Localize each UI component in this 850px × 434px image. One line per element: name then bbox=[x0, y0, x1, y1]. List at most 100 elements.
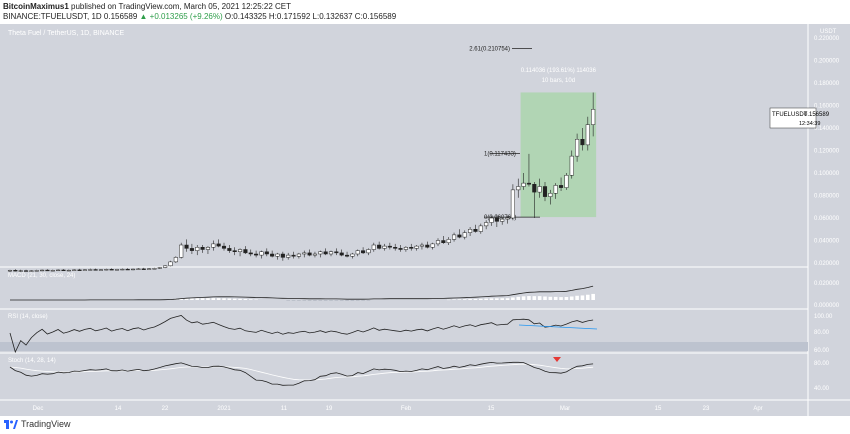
macd-histogram-bar bbox=[238, 298, 242, 300]
time-tick-label: 15 bbox=[488, 406, 495, 412]
macd-tick-1: 0.000000 bbox=[814, 303, 840, 309]
candle-body bbox=[489, 217, 494, 223]
macd-histogram-bar bbox=[350, 300, 355, 301]
time-axis[interactable]: Dec 14 22 2021 11 19 Feb 15 Mar 15 23 Apr bbox=[33, 406, 763, 412]
candle-body bbox=[537, 186, 542, 193]
candle-body bbox=[553, 185, 558, 194]
candle-body bbox=[205, 247, 210, 250]
candle-body bbox=[147, 268, 152, 270]
macd-histogram bbox=[174, 293, 595, 301]
candle-body bbox=[248, 252, 253, 255]
tradingview-logo[interactable]: TradingView bbox=[4, 419, 71, 429]
macd-histogram-bar bbox=[318, 300, 323, 301]
macd-histogram-bar bbox=[313, 300, 317, 301]
time-tick-label: 15 bbox=[655, 406, 662, 412]
price-tag-countdown: 12:34:39 bbox=[799, 121, 820, 127]
range-label-change: 0.114036 (193.61%) 114036 bbox=[521, 68, 597, 74]
candle-body bbox=[200, 247, 205, 250]
fib-label-1: 1(0.117433) bbox=[484, 151, 516, 157]
candle-body bbox=[323, 251, 328, 255]
macd-histogram-bar bbox=[211, 298, 216, 300]
macd-histogram-bar bbox=[527, 296, 531, 300]
candle-body bbox=[270, 253, 275, 257]
time-tick-label: 14 bbox=[115, 406, 122, 412]
candle-body bbox=[468, 229, 473, 233]
candle-body bbox=[393, 247, 398, 249]
price-change: ▲ +0.013265 (+9.26%) bbox=[139, 12, 223, 21]
candle-body bbox=[575, 139, 580, 157]
open-value: O:0.143325 bbox=[224, 12, 267, 21]
candle-body bbox=[398, 248, 403, 250]
candle-body bbox=[446, 239, 451, 243]
price-tick-label: 0.160000 bbox=[814, 104, 840, 110]
candle-body bbox=[179, 244, 184, 258]
time-tick-label: 22 bbox=[162, 406, 169, 412]
chart-canvas[interactable]: Theta Fuel / TetherUS, 1D, BINANCE USDT … bbox=[0, 24, 850, 416]
candle-body bbox=[532, 184, 537, 193]
chart-background bbox=[0, 24, 850, 416]
high-value: H:0.171592 bbox=[268, 12, 311, 21]
macd-histogram-bar bbox=[586, 294, 590, 300]
macd-histogram-bar bbox=[334, 300, 339, 301]
candles-group[interactable] bbox=[7, 92, 596, 272]
candle-body bbox=[307, 252, 312, 256]
range-measure-box[interactable] bbox=[520, 92, 597, 218]
macd-histogram-bar bbox=[500, 298, 504, 300]
macd-histogram-bar bbox=[206, 298, 210, 300]
candle-body bbox=[542, 186, 548, 197]
publish-text: published on TradingView.com, March 05, … bbox=[71, 2, 292, 11]
candle-body bbox=[585, 124, 590, 146]
candle-body bbox=[232, 250, 237, 252]
candle-body bbox=[136, 268, 141, 270]
price-tick-label: 0.080000 bbox=[814, 194, 840, 200]
macd-histogram-bar bbox=[473, 298, 478, 300]
candle-body bbox=[152, 268, 157, 270]
macd-histogram-bar bbox=[479, 298, 483, 300]
candle-body bbox=[7, 270, 13, 272]
macd-histogram-bar bbox=[489, 298, 494, 300]
macd-histogram-bar bbox=[521, 296, 526, 300]
header: BitcoinMaximus1 published on TradingView… bbox=[0, 0, 850, 24]
stoch-d-line bbox=[9, 363, 594, 381]
macd-histogram-bar bbox=[184, 298, 189, 300]
candle-body bbox=[312, 253, 317, 256]
candle-body bbox=[125, 268, 130, 271]
candle-body bbox=[211, 243, 216, 248]
candle-body bbox=[371, 244, 376, 250]
candle-body bbox=[478, 225, 483, 232]
candle-body bbox=[361, 250, 366, 254]
candle-body bbox=[484, 222, 489, 227]
macd-histogram-bar bbox=[190, 298, 194, 300]
candle-body bbox=[264, 251, 269, 255]
last-price-tag[interactable]: TFUELUSDT 0.156589 12:34:39 bbox=[769, 107, 830, 129]
candle-body bbox=[302, 252, 307, 255]
macd-histogram-bar bbox=[505, 298, 510, 300]
macd-histogram-bar bbox=[291, 300, 296, 301]
rsi-trendline[interactable] bbox=[518, 324, 598, 330]
close-value: C:0.156589 bbox=[354, 12, 397, 21]
time-tick-label: 2021 bbox=[217, 406, 231, 412]
macd-histogram-bar bbox=[339, 300, 344, 301]
price-tick-label: 0.020000 bbox=[814, 261, 840, 267]
candle-body bbox=[500, 218, 505, 222]
price-axis[interactable]: 0.220000 0.200000 0.180000 0.160000 0.140000… bbox=[814, 36, 840, 267]
candle-body bbox=[510, 189, 515, 219]
footer: TradingView bbox=[0, 416, 850, 434]
candle-body bbox=[526, 182, 532, 185]
candle-body bbox=[216, 243, 221, 247]
candle-body bbox=[473, 229, 478, 232]
macd-histogram-bar bbox=[484, 298, 488, 300]
stoch-label: Stoch (14, 28, 14) bbox=[8, 358, 56, 364]
candle-body bbox=[339, 252, 344, 256]
candle-body bbox=[452, 234, 457, 240]
candle-body bbox=[40, 269, 45, 272]
author-name[interactable]: BitcoinMaximus1 bbox=[3, 2, 69, 11]
macd-histogram-bar bbox=[446, 299, 451, 301]
candle-body bbox=[221, 245, 227, 249]
chart-area[interactable]: Theta Fuel / TetherUS, 1D, BINANCE USDT … bbox=[0, 24, 850, 416]
macd-histogram-bar bbox=[307, 300, 312, 301]
macd-histogram-bar bbox=[216, 298, 221, 300]
macd-histogram-bar bbox=[516, 296, 521, 300]
macd-histogram-bar bbox=[222, 298, 226, 300]
candle-body bbox=[275, 253, 280, 257]
